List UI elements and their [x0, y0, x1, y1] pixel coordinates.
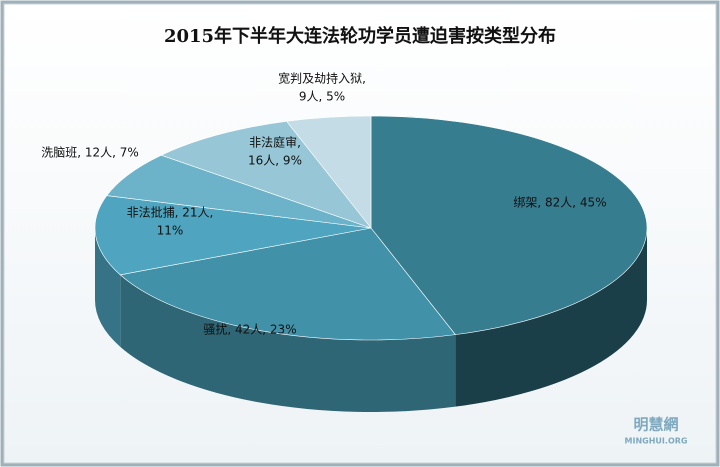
pie-slice — [370, 115, 648, 335]
watermark: MINGHUI.ORG — [625, 437, 688, 446]
pie-slice — [160, 121, 372, 229]
data-label: 16人, 9% — [248, 154, 302, 168]
chart-title: 2015年下半年大连法轮功学员遭迫害按类型分布 — [164, 25, 556, 47]
data-label: 洗脑班, 12人, 7% — [41, 146, 139, 160]
slice-side — [95, 228, 121, 347]
pie-slice — [94, 195, 372, 276]
data-label: 绑架, 82人, 45% — [513, 196, 606, 210]
watermark: 明慧網 — [633, 416, 678, 434]
slice-side — [120, 274, 456, 412]
slice-side — [455, 228, 647, 407]
data-label: 非法庭审, — [249, 135, 301, 150]
pie-slice — [119, 227, 456, 341]
data-label: 非法批捕, 21人, — [127, 205, 214, 220]
pie-slice — [286, 115, 372, 229]
data-label: 9人, 5% — [299, 90, 345, 104]
data-label: 11% — [157, 224, 184, 238]
pie-slice — [106, 154, 372, 229]
data-label: 宽判及劫持入狱, — [278, 71, 366, 86]
data-label: 骚扰, 42人, 23% — [203, 323, 296, 337]
